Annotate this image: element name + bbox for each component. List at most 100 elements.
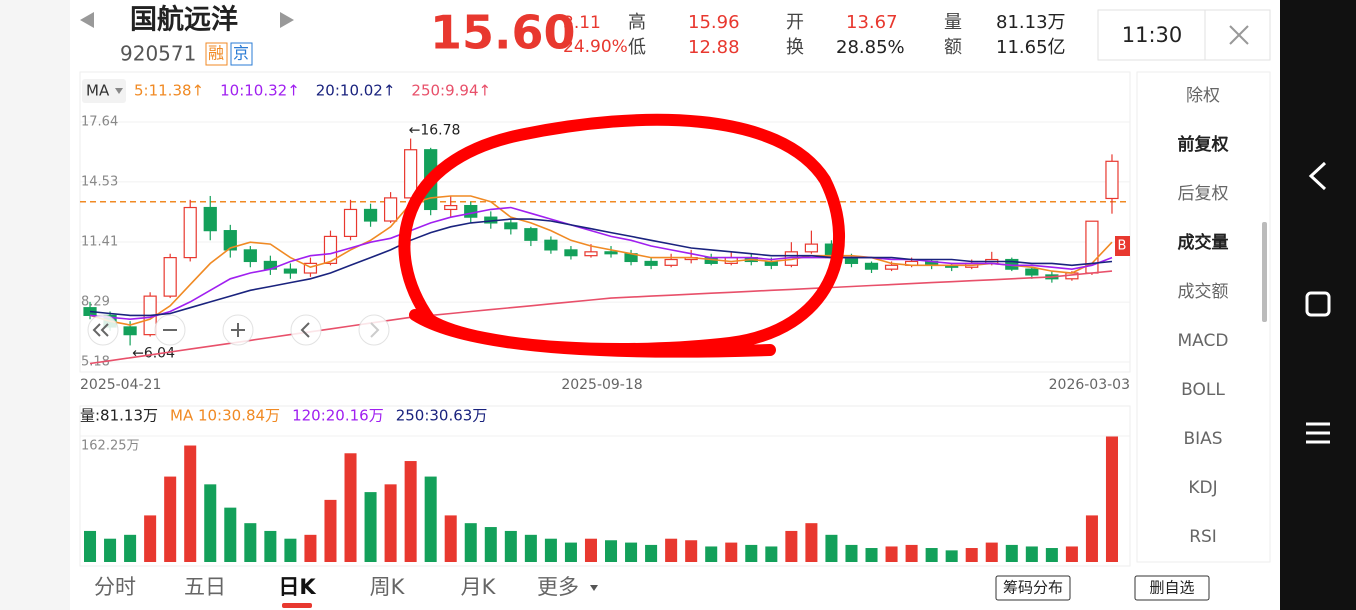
tab[interactable]: 周K (370, 575, 406, 599)
volume-bar (224, 507, 237, 562)
candle-body (323, 235, 338, 264)
side-menu-item[interactable]: 后复权 (1178, 184, 1229, 204)
side-menu-item[interactable]: 成交额 (1178, 282, 1229, 302)
tabs: 分时 五日 日K 周K 月K 更多 (94, 575, 579, 599)
ma-line (89, 206, 1113, 321)
volume-bar (885, 546, 898, 562)
y-tick-label: 17.64 (81, 115, 118, 130)
nav-menu[interactable] (1306, 422, 1330, 444)
side-menu-item[interactable]: MACD (1178, 331, 1229, 351)
stat-value: 28.85% (836, 37, 905, 58)
tab[interactable]: 分时 (94, 575, 136, 599)
ma-line (89, 270, 1113, 365)
side-menu-item[interactable]: 成交量 (1178, 232, 1229, 253)
dropdown-arrow (115, 88, 123, 94)
zoom-btn[interactable] (290, 314, 322, 346)
side-menu-item[interactable]: KDJ (1188, 478, 1217, 498)
candle-body (363, 208, 378, 222)
stat-value: 13.67 (846, 12, 898, 33)
volume-bar (524, 534, 537, 562)
volume-bar (805, 523, 818, 562)
close-button[interactable] (1229, 25, 1249, 45)
volume-bar (124, 534, 137, 562)
candle-body (644, 260, 658, 266)
volume-bar (504, 530, 517, 562)
prev-stock[interactable] (80, 12, 94, 28)
volume-bar (264, 530, 277, 562)
volume-bar (845, 544, 858, 562)
candle-body (564, 249, 578, 257)
x-tick-label: 2025-04-21 (80, 377, 161, 393)
scrollbar (1262, 222, 1267, 322)
side-menu-item[interactable]: BIAS (1183, 429, 1222, 449)
next-stock[interactable] (280, 12, 294, 28)
volume-bar (865, 548, 878, 562)
candle-body (544, 239, 558, 251)
candle-body (884, 264, 899, 270)
nav-bar (1280, 0, 1356, 610)
candle-body (223, 230, 237, 251)
change-pct: 24.90% (563, 37, 628, 57)
nav-back[interactable] (1308, 161, 1327, 191)
volume-bar (184, 445, 197, 562)
ma-legend-item: 20:10.02↑ (316, 82, 396, 100)
candle-body (604, 251, 618, 255)
volume-legend-item: 250:30.63万 (396, 407, 488, 425)
side-menu-item[interactable]: 除权 (1186, 86, 1220, 106)
side-menu-item[interactable]: RSI (1189, 527, 1217, 547)
volume-bar (645, 544, 658, 562)
volume-bar (164, 476, 177, 562)
volume-bar (945, 550, 958, 562)
volume-bar (965, 548, 978, 562)
candle-body (243, 249, 257, 263)
volume-bar (605, 540, 618, 562)
volume-bar (1085, 515, 1098, 562)
tab[interactable]: 月K (461, 575, 497, 599)
x-tick-label: 2026-03-03 (1049, 377, 1130, 393)
annotation: ←6.04 (132, 345, 175, 361)
candle-body (203, 206, 217, 232)
volume-bar (925, 548, 938, 562)
tab[interactable]: 五日 (184, 575, 226, 599)
nav-home[interactable] (1305, 291, 1331, 317)
ma-select[interactable] (82, 79, 126, 103)
candle-body (804, 243, 819, 253)
side-menu-item[interactable]: BOLL (1181, 380, 1225, 400)
side-menu-item[interactable]: 前复权 (1178, 134, 1230, 155)
stat-value: 15.96 (688, 12, 740, 33)
zoom-btn[interactable] (358, 314, 390, 346)
volume-bar (364, 492, 377, 562)
candle-body (524, 228, 538, 241)
button-box[interactable] (995, 575, 1071, 601)
candle-body (464, 204, 478, 218)
volume-bar (204, 484, 217, 562)
stat-label: 高 (628, 12, 646, 33)
candle-body (303, 262, 318, 274)
volume-bar (84, 530, 97, 562)
volume-bar (324, 499, 337, 562)
stat-value: 81.13万 (996, 12, 1066, 33)
time: 11:30 (1122, 23, 1183, 47)
tab[interactable]: 更多 (537, 575, 579, 599)
candle-body (1105, 160, 1119, 200)
button[interactable]: 筹码分布 (1003, 579, 1063, 597)
button[interactable]: 删自选 (1149, 579, 1194, 597)
candle-body (844, 257, 859, 264)
stat-label: 开 (786, 12, 804, 33)
candle-body (123, 326, 137, 336)
hand-drawn-circle (398, 113, 845, 358)
tab[interactable]: 日K (278, 575, 316, 599)
volume-bar (725, 542, 738, 562)
volume-bar (104, 538, 117, 562)
volume-bar (284, 538, 297, 562)
ma-label[interactable]: MA (86, 82, 110, 100)
button-box[interactable] (1134, 575, 1210, 601)
volume-bar (785, 530, 798, 562)
stock-code: 920571 (120, 42, 196, 66)
candle-body (664, 258, 678, 266)
volume-legend-item: 120:20.16万 (292, 407, 384, 425)
volume-bar (985, 542, 998, 562)
left-margin (0, 0, 70, 610)
